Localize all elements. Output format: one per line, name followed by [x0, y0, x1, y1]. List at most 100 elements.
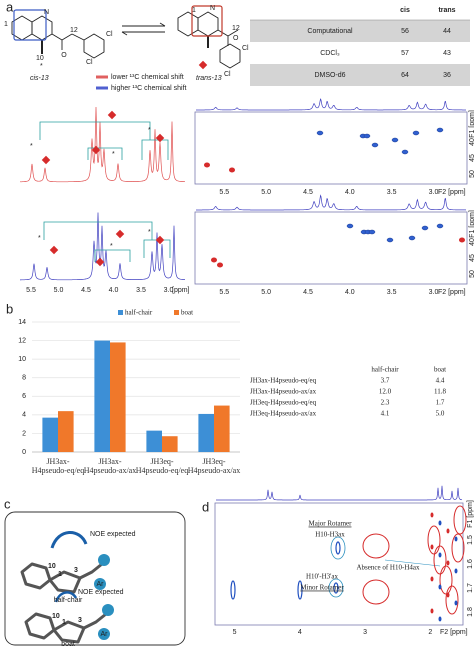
x-tick-label: 5.0	[54, 287, 64, 294]
half-chair-structure	[79, 562, 103, 580]
bar	[58, 411, 74, 452]
cross-peak	[433, 545, 447, 575]
table-header: cis	[400, 7, 410, 14]
noesy-frame	[214, 502, 464, 626]
y-tick-label: 50	[469, 270, 474, 278]
aryl-group	[98, 628, 110, 640]
atom-number: 12	[232, 25, 240, 32]
atom-label: N	[210, 5, 215, 12]
y-tick-label: 12	[18, 337, 26, 344]
bar	[110, 342, 126, 452]
table-cell: 57	[401, 50, 409, 57]
y-tick-label: 10	[18, 356, 26, 363]
cross-peak	[401, 149, 409, 155]
table-row-bg	[250, 64, 470, 86]
x-tick-label: 3.5	[136, 287, 146, 294]
pointer	[384, 559, 441, 567]
cross-peak	[438, 616, 442, 622]
atom-label: Cl	[224, 71, 231, 78]
atom-number: 1	[192, 7, 196, 14]
legend-swatch	[174, 310, 179, 315]
panel-label: c	[4, 496, 11, 511]
boat-structure	[83, 612, 107, 630]
assignment-bracket	[43, 221, 153, 240]
x-tick-label: 4.0	[345, 289, 355, 296]
panel-label: a	[6, 0, 14, 14]
cross-peak	[391, 137, 399, 143]
y-tick-label: 45	[469, 154, 474, 162]
y-tick-label: 45	[469, 254, 474, 262]
table-header: trans	[438, 7, 455, 14]
legend-label: boat	[181, 309, 193, 317]
cross-peak	[230, 580, 236, 600]
x-tick-label: 5.5	[219, 289, 229, 296]
table-cell: 11.8	[434, 388, 446, 396]
noe-arrow	[50, 531, 88, 549]
cross-peak	[427, 525, 441, 555]
annotation: Minor Rotamer	[300, 584, 344, 592]
table-header: boat	[434, 366, 446, 374]
panel-label: b	[6, 301, 13, 316]
asterisk: *	[110, 243, 113, 250]
cross-peak	[445, 585, 459, 615]
noesy-projection	[216, 485, 463, 501]
asterisk: *	[30, 143, 33, 150]
x-tick-label: 3.0	[429, 189, 439, 196]
atom-label: Cl	[106, 31, 113, 38]
y-tick-label: 4	[22, 412, 26, 419]
x-tick-label: 4.0	[345, 189, 355, 196]
y-tick-label: 6	[22, 393, 26, 400]
y-tick-label: 8	[22, 375, 26, 382]
half-chair-structure	[48, 570, 82, 594]
cross-peak	[454, 600, 458, 606]
table-row-label: CDCl₃	[320, 50, 340, 57]
legend-label: higher ¹³C chemical shift	[111, 85, 187, 92]
cross-peak	[211, 257, 217, 263]
cross-peak	[430, 576, 434, 582]
cross-peak	[386, 237, 394, 243]
bar	[94, 340, 110, 452]
assignment-bracket	[141, 139, 169, 160]
annotation: H10'-H3'ax	[306, 573, 339, 581]
table-row-label: JH3eq-H4pseudo-eq/eq	[250, 399, 317, 407]
table-cell: 4.4	[436, 377, 445, 385]
x-tick-label: 3.5	[387, 289, 397, 296]
asterisk: *	[112, 151, 115, 158]
trans-marker	[198, 60, 208, 70]
table-cell: 43	[443, 50, 451, 57]
absence-circle	[362, 533, 390, 559]
highlight	[330, 536, 346, 560]
spectrum-1d	[20, 106, 185, 183]
x-tick-label: JH3eq-H4pseudo-ax/ax	[187, 457, 241, 475]
legend-label: half-chair	[125, 309, 153, 317]
marker-diamond	[41, 155, 51, 165]
x-tick-label: 5.5	[219, 189, 229, 196]
y-tick-label: 2	[22, 430, 26, 437]
y-axis-unit: F1 [ppm]	[469, 110, 474, 138]
spectrum-1d	[20, 212, 185, 281]
table-row-label: JH3eq-H4pseudo-ax/ax	[250, 410, 317, 418]
table-row-label: Computational	[307, 28, 353, 35]
cross-peak	[446, 528, 450, 534]
y-tick-label: 50	[469, 170, 474, 178]
cross-peak	[438, 552, 442, 558]
table-cell: 3.7	[381, 377, 390, 385]
x-tick-label: 3.0	[429, 289, 439, 296]
assignment-bracket	[143, 239, 171, 258]
asterisk: *	[148, 127, 151, 134]
y-tick-label: 1.5	[467, 535, 474, 545]
table-cell: 12.0	[379, 388, 392, 396]
aryl-group	[94, 578, 106, 590]
cross-peak	[439, 565, 453, 595]
y-tick-label: 0	[22, 449, 26, 456]
y-tick-label: 40	[469, 238, 474, 246]
x-tick-label: 4	[298, 629, 302, 636]
bar	[214, 405, 230, 452]
substituent-label: Ar	[101, 631, 109, 638]
bar	[42, 417, 58, 452]
hsqc-frame	[194, 211, 468, 285]
annotation: Major Rotamer	[309, 520, 353, 528]
bar	[162, 436, 178, 452]
x-tick-label: 4.0	[109, 287, 119, 294]
